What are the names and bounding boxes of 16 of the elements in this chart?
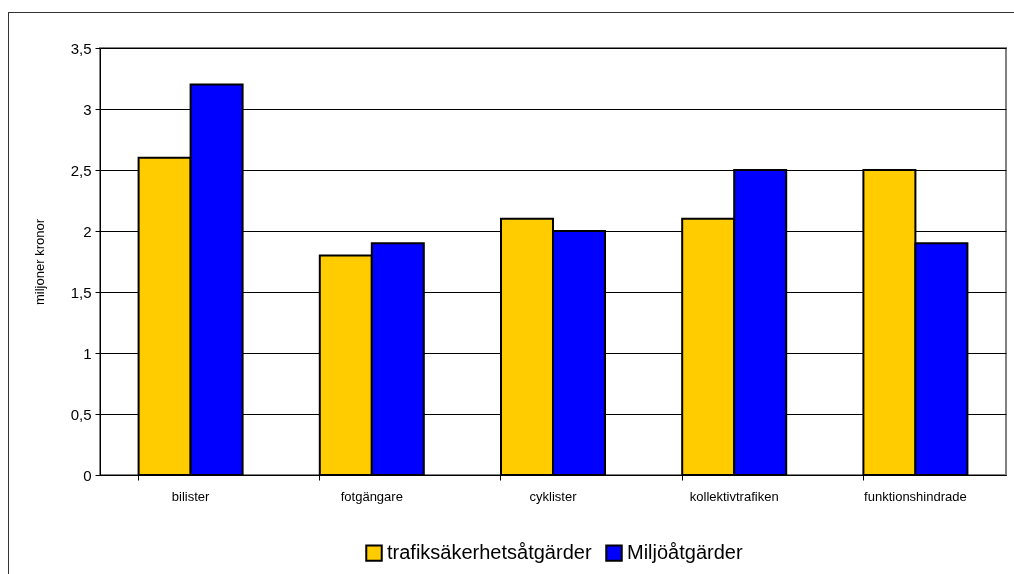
- x-tick-label: funktionshindrade: [864, 488, 967, 504]
- y-tick-label: 1: [83, 344, 92, 362]
- x-tick-label: kollektivtrafiken: [689, 488, 779, 504]
- legend-label: trafiksäkerhetsåtgärder: [387, 541, 592, 564]
- x-tick-label: cyklister: [529, 488, 578, 504]
- x-tick-label: fotgängare: [340, 488, 403, 504]
- legend-label: Miljöåtgärder: [627, 541, 743, 564]
- y-tick-label: 3: [83, 100, 92, 118]
- y-tick-label: 2: [83, 222, 92, 240]
- y-tick-label: 0,5: [70, 405, 92, 423]
- y-tick-label: 2,5: [70, 161, 92, 179]
- x-tick-label: bilister: [171, 488, 211, 504]
- y-axis-title: miljoner kronor: [31, 218, 47, 305]
- y-tick-label: 0: [83, 466, 92, 484]
- y-tick-label: 1,5: [70, 283, 92, 301]
- y-tick-label: 3,5: [70, 39, 92, 57]
